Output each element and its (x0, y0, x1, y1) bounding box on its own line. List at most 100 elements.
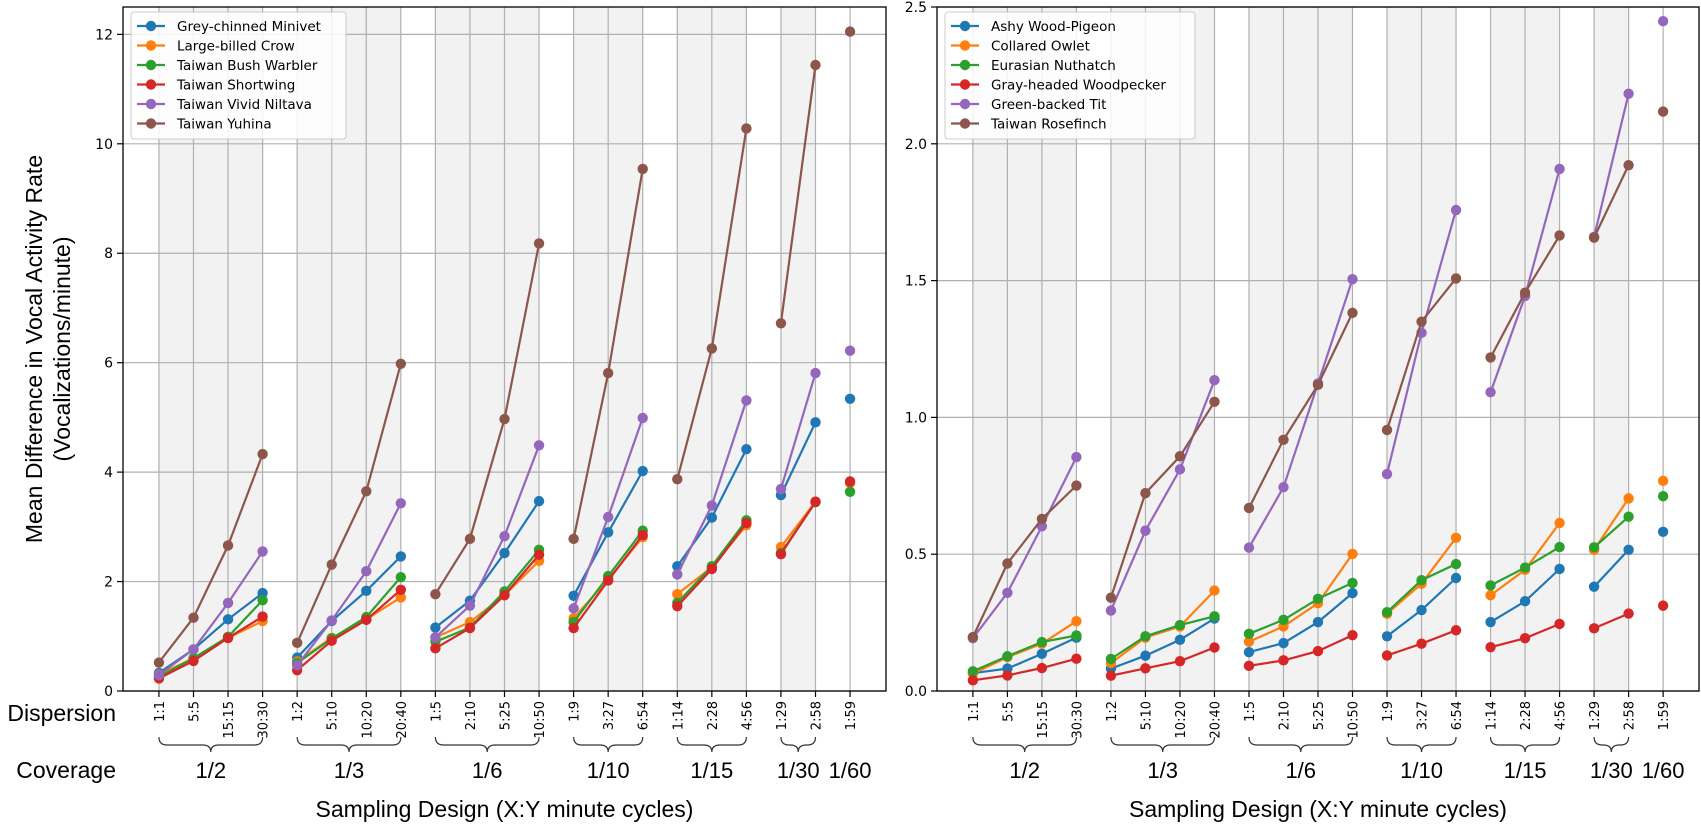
group-brace (573, 736, 644, 753)
series-line-segment (1248, 312, 1354, 509)
legend-label: Taiwan Rosefinch (990, 117, 1107, 133)
data-point (1450, 532, 1462, 543)
data-point (1381, 631, 1393, 642)
series-line-segment (296, 363, 402, 644)
x-tick-label: 1:2 (291, 701, 306, 722)
coverage-label: 1/6 (472, 758, 503, 783)
x-tick-label: 1:5 (1243, 701, 1258, 722)
data-point (844, 393, 856, 404)
data-point (967, 631, 979, 643)
data-point (1416, 638, 1427, 649)
x-tick-label: 1:1 (153, 701, 168, 722)
legend-item: Grey-chinned Minivet (137, 19, 321, 35)
data-point (810, 417, 821, 428)
data-point (1174, 619, 1186, 631)
coverage-label: 1/3 (334, 758, 365, 783)
data-point (1071, 480, 1082, 491)
group-brace (158, 736, 264, 753)
series-line-segment (158, 453, 264, 664)
data-point (1381, 468, 1393, 480)
series-line-segment (972, 634, 1077, 673)
legend-label: Grey-chinned Minivet (177, 19, 321, 35)
y-tick-label: 1.5 (905, 274, 927, 290)
data-point (568, 590, 579, 601)
data-point (1588, 232, 1600, 243)
legend-item: Collared Owlet (951, 39, 1090, 55)
group-brace (780, 736, 817, 753)
series-line-segment (158, 599, 264, 678)
data-point (1450, 204, 1462, 216)
data-point (672, 600, 683, 612)
x-tick-label: 15:15 (1036, 701, 1051, 738)
data-point (1278, 637, 1289, 649)
data-point (1588, 581, 1600, 592)
data-point (1071, 451, 1082, 463)
data-point (257, 587, 268, 599)
data-point (361, 486, 372, 497)
data-point (672, 474, 683, 485)
data-point (967, 675, 979, 686)
data-point (1002, 651, 1013, 662)
legend-marker (959, 20, 971, 32)
data-point (533, 238, 545, 249)
data-point (1209, 396, 1220, 408)
data-point (1312, 645, 1324, 657)
data-point (533, 549, 545, 560)
data-point (1416, 574, 1427, 586)
data-point (1209, 374, 1220, 386)
data-point (326, 635, 337, 646)
data-point (153, 657, 165, 668)
coverage-label: 1/10 (587, 758, 630, 783)
legend-box (944, 11, 1196, 140)
series-line-segment (434, 500, 541, 629)
x-tick-label: 5:25 (499, 701, 514, 730)
data-point (222, 614, 234, 625)
data-point (533, 440, 545, 451)
coverage-label: 1/30 (1590, 758, 1633, 783)
x-tick-label: 1:2 (1105, 701, 1120, 722)
data-point (1554, 563, 1565, 575)
y-tick-label: 4 (104, 465, 113, 481)
data-point (810, 367, 821, 379)
data-point (1243, 628, 1255, 640)
x-tick-label: 1:59 (1657, 701, 1672, 730)
data-point (1174, 655, 1186, 667)
data-point (1347, 274, 1358, 285)
legend-label: Eurasian Nuthatch (991, 58, 1116, 74)
data-point (1519, 596, 1531, 607)
data-point (153, 669, 165, 681)
data-point (1140, 487, 1151, 499)
data-point (257, 448, 268, 460)
data-point (188, 644, 199, 655)
data-point (706, 500, 718, 511)
data-point (1519, 287, 1531, 298)
x-tick-label: 6:54 (637, 701, 652, 730)
series-line-segment (779, 501, 817, 555)
data-point (810, 59, 821, 71)
legend-marker (959, 59, 971, 71)
series-line-segment (972, 657, 1077, 682)
x-axis-label: Sampling Design (X:Y minute cycles) (1129, 796, 1507, 822)
data-point (1036, 648, 1048, 659)
data-point (1450, 625, 1462, 636)
data-point (1450, 558, 1462, 570)
data-point (1071, 653, 1082, 664)
data-point (775, 549, 787, 560)
series-line-segment (296, 588, 402, 672)
y-tick-label: 8 (104, 246, 113, 262)
y-tick-label: 12 (95, 27, 113, 43)
data-point (1657, 526, 1669, 537)
data-point (1450, 273, 1462, 284)
data-point (602, 367, 614, 379)
x-tick-label: 1:9 (568, 701, 583, 722)
y-tick-label: 10 (95, 137, 113, 153)
data-point (1347, 629, 1358, 641)
x-tick-label: 5:25 (1312, 701, 1327, 730)
data-point (1243, 636, 1255, 647)
legend-label: Green-backed Tit (991, 97, 1106, 113)
y-axis-label: Mean Difference in Vocal Activity Rate (21, 155, 47, 543)
x-tick-label: 1:14 (671, 701, 686, 730)
coverage-label: 1/60 (829, 758, 872, 783)
legend-item: Taiwan Shortwing (137, 78, 295, 94)
